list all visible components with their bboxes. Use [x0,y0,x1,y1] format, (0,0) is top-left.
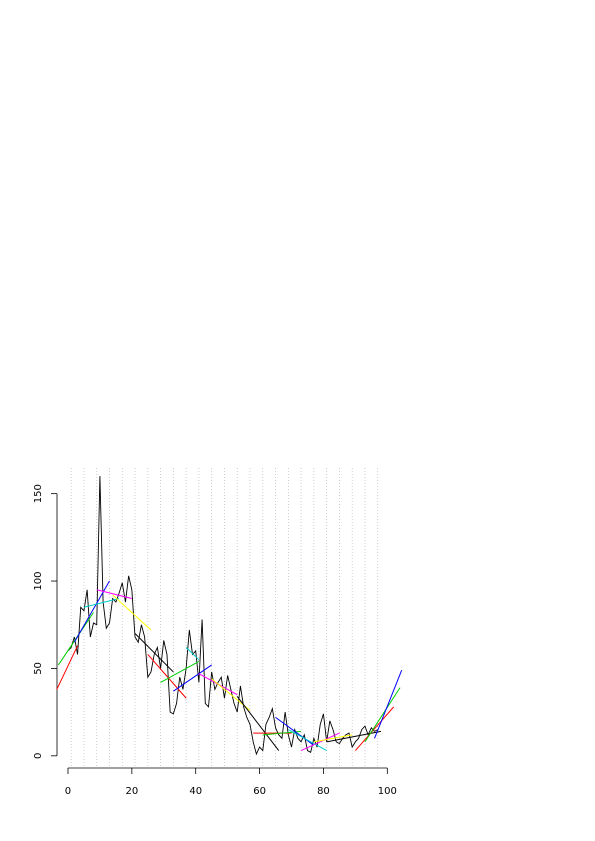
fit-segment [173,664,212,692]
fit-segment [374,669,403,739]
fit-segment [56,645,79,690]
y-tick-label: 150 [33,484,44,503]
fit-segment [236,696,280,751]
fit-segment [160,661,200,683]
y-tick-label: 0 [33,753,44,759]
x-tick-label: 40 [189,786,202,797]
fit-segment [313,734,353,743]
x-tick-label: 80 [317,786,330,797]
fit-segment [147,654,187,699]
fit-segment [134,633,174,673]
fit-segment [364,687,401,743]
fit-segment [326,730,382,743]
y-tick-label: 100 [33,571,44,590]
fit-segment [96,589,132,600]
fit-segment [83,598,120,608]
fit-segment [300,732,340,752]
fit-segment [185,647,200,661]
fit-segment [288,729,327,752]
x-tick-label: 0 [65,786,71,797]
x-tick-label: 100 [378,786,397,797]
x-tick-label: 20 [125,786,138,797]
fit-segment [355,706,395,751]
x-tick-label: 60 [253,786,266,797]
series-line [67,476,378,756]
fit-segment [112,594,152,631]
y-tick-label: 50 [33,662,44,675]
fit-segment [275,716,315,746]
